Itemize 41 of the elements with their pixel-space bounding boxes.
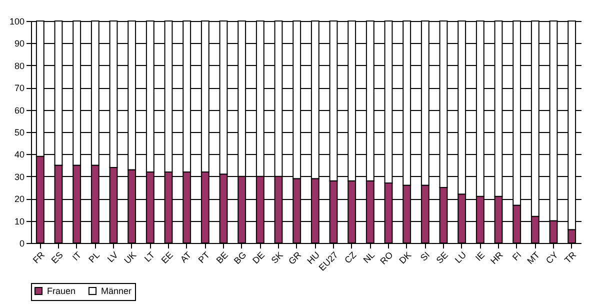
- y-tick-label: 60: [14, 105, 24, 116]
- x-tick-label: UK: [122, 250, 138, 266]
- x-tick-label: CY: [544, 250, 560, 266]
- x-tick-label: MT: [525, 249, 542, 266]
- x-tick-label: NL: [361, 250, 377, 266]
- x-tick-label: IE: [473, 250, 487, 263]
- y-tick-label: 30: [14, 172, 24, 182]
- x-tick-label: BE: [214, 250, 230, 266]
- x-tick-label: DK: [397, 250, 414, 266]
- y-tick-label: 100: [9, 16, 24, 26]
- y-tick-label: 50: [14, 128, 24, 138]
- x-tick-label: LU: [452, 250, 468, 266]
- x-tick-label: SK: [269, 250, 285, 266]
- x-tick-label: RO: [378, 250, 395, 266]
- x-tick-label: LT: [142, 249, 157, 264]
- x-tick-label: CZ: [342, 249, 359, 266]
- x-tick-label: EE: [159, 250, 175, 266]
- y-tick-label: 70: [14, 83, 24, 94]
- y-tick-label: 90: [14, 38, 24, 49]
- x-tick-label: SI: [418, 250, 432, 263]
- y-tick-label: 20: [14, 194, 24, 204]
- x-tick-label: AT: [178, 249, 194, 265]
- x-tick-label: LV: [105, 250, 120, 264]
- x-tick-label: FR: [30, 249, 47, 266]
- y-tick-label: 40: [14, 150, 24, 160]
- x-tick-label: GR: [286, 249, 304, 266]
- x-tick-label: FI: [510, 250, 524, 263]
- x-tick-label: TR: [562, 249, 579, 266]
- x-tick-label: DE: [250, 250, 267, 266]
- x-tick-label: IT: [70, 249, 84, 263]
- x-tick-label: HR: [488, 249, 506, 266]
- x-tick-label: PL: [86, 250, 102, 265]
- legend-label: Frauen: [47, 286, 76, 296]
- x-tick-label: ES: [49, 250, 65, 266]
- y-tick-label: 10: [14, 216, 24, 226]
- x-tick-label: BG: [232, 250, 248, 266]
- legend-label: Männer: [101, 286, 132, 296]
- y-tick-label: 0: [19, 238, 24, 248]
- y-tick-label: 80: [14, 60, 24, 71]
- x-tick-label: SE: [434, 250, 450, 266]
- x-tick-label: PT: [196, 249, 212, 266]
